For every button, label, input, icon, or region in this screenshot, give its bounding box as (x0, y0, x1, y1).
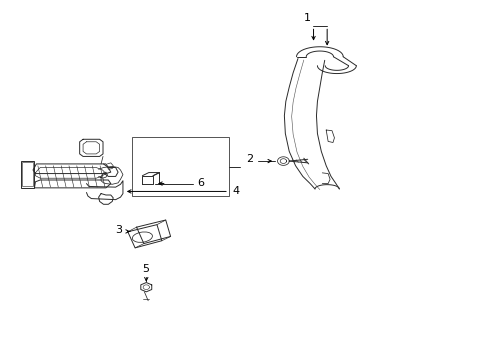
Text: 3: 3 (115, 225, 122, 235)
Bar (131, 137, 228, 196)
Text: 6: 6 (197, 178, 203, 188)
Text: 2: 2 (245, 154, 253, 164)
Bar (22, 162, 33, 186)
Text: 5: 5 (142, 264, 148, 274)
Text: 1: 1 (304, 13, 310, 23)
Text: 4: 4 (232, 186, 240, 196)
Bar (21, 161, 34, 188)
